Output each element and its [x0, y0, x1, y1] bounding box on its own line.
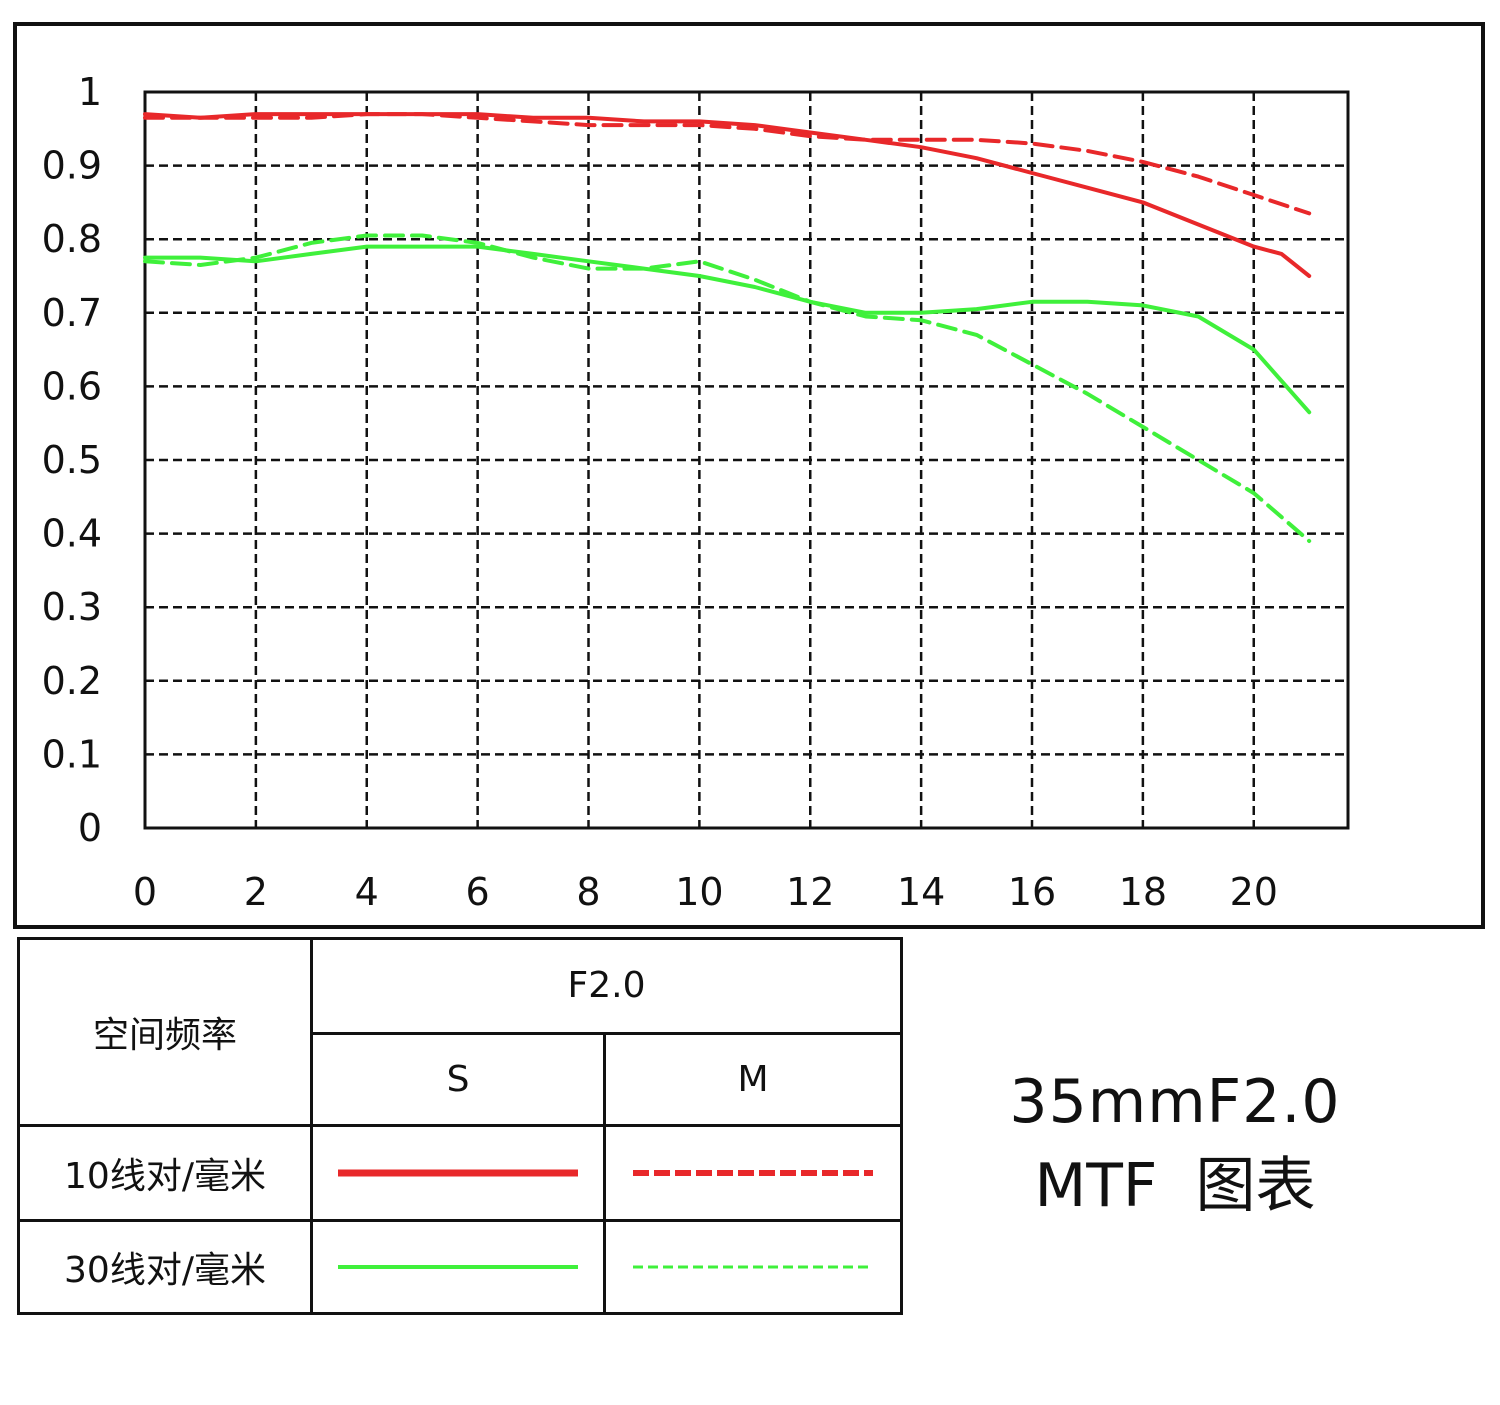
y-tick-label: 0.9	[42, 144, 102, 188]
y-tick-label: 0.2	[42, 659, 102, 703]
y-tick-label: 0.4	[42, 512, 102, 556]
chart-series	[143, 112, 1312, 543]
meridional-label: M	[737, 1058, 769, 1100]
y-tick-label: 0.6	[42, 364, 102, 408]
caption-mtf-title: MTF 图表	[940, 1144, 1410, 1228]
y-tick-label: 0.7	[42, 291, 102, 335]
legend-row-label: 10线对/毫米	[64, 1156, 266, 1197]
caption-mtf: MTF	[1034, 1151, 1158, 1221]
caption-lens-name: 35mmF2.0	[1009, 1067, 1341, 1137]
x-tick-label: 20	[1230, 870, 1278, 914]
legend-swatch-cell	[603, 1124, 903, 1222]
meridional-header: M	[603, 1031, 903, 1128]
y-tick-label: 0.3	[42, 585, 102, 629]
x-tick-label: 6	[466, 870, 490, 914]
legend-swatch-30lp-s	[338, 1265, 578, 1269]
y-tick-label: 0.5	[42, 438, 102, 482]
spatial-frequency-label: 空间频率	[92, 1015, 237, 1056]
chart-border	[13, 22, 1485, 929]
x-tick-label: 10	[675, 870, 723, 914]
y-tick-label: 0.1	[42, 732, 102, 776]
x-tick-label: 2	[244, 870, 268, 914]
aperture-label: F2.0	[567, 965, 646, 1007]
x-tick-label: 0	[133, 870, 157, 914]
sagittal-header: S	[310, 1031, 606, 1128]
y-tick-label: 0.8	[42, 217, 102, 261]
legend-row-30lp: 30线对/毫米	[17, 1219, 313, 1315]
legend-swatch-cell	[603, 1219, 903, 1315]
mtf-chart: 0 0.1 0.2 0.3 0.4 0.5 0.6 0.7 0.8 0.9 1 0 2 4 6 8 10 12 1…	[13, 22, 1485, 929]
y-axis-ticks: 0 0.1 0.2 0.3 0.4 0.5 0.6 0.7 0.8 0.9 1	[42, 70, 102, 850]
caption-chart-word: 图表	[1195, 1151, 1316, 1221]
chart-grid	[145, 92, 1348, 828]
legend-swatch-30lp-m	[633, 1265, 873, 1269]
sagittal-label: S	[446, 1058, 470, 1100]
x-axis-ticks: 0 2 4 6 8 10 12 14 16 18 20	[133, 870, 1278, 914]
aperture-header: F2.0	[310, 937, 903, 1035]
x-tick-label: 4	[355, 870, 379, 914]
legend-swatch-10lp-s	[338, 1169, 578, 1177]
x-tick-label: 12	[786, 870, 834, 914]
plot-area-border	[143, 90, 1350, 830]
spatial-frequency-header: 空间频率	[17, 937, 313, 1127]
x-tick-label: 14	[897, 870, 945, 914]
legend-swatch-cell	[310, 1219, 606, 1315]
legend-table: 空间频率 F2.0 S M 10线对/毫米 30线对/毫米	[17, 937, 903, 1315]
legend-row-label: 30线对/毫米	[64, 1250, 266, 1291]
series-line-2	[143, 112, 1312, 216]
legend-swatch-cell	[310, 1124, 606, 1222]
legend-swatch-10lp-m	[633, 1170, 873, 1176]
y-tick-label: 1	[78, 70, 102, 114]
x-tick-label: 16	[1008, 870, 1056, 914]
series-line-3	[143, 244, 1312, 415]
x-tick-label: 8	[576, 870, 600, 914]
legend-row-10lp: 10线对/毫米	[17, 1124, 313, 1222]
x-tick-label: 18	[1119, 870, 1167, 914]
chart-caption: 35mmF2.0 MTF 图表	[940, 1060, 1410, 1228]
series-line-4	[143, 233, 1312, 543]
y-tick-label: 0	[78, 806, 102, 850]
